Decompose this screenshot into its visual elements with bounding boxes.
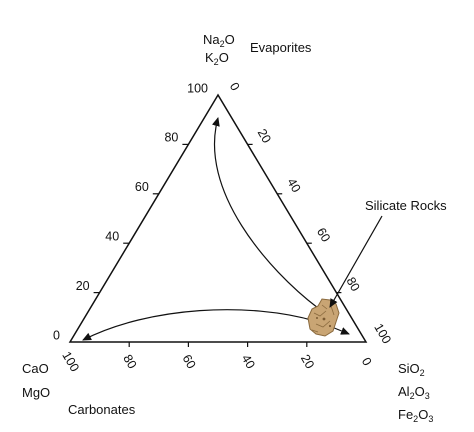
silicate-callout-pointer (329, 215, 383, 308)
silicate-rock-illustration (307, 298, 340, 337)
bottom-edge-tick-label: 100 (59, 349, 82, 374)
bottom-edge-tick-label: 20 (298, 352, 317, 371)
left-edge-tick-label: 100 (187, 81, 208, 95)
apex-top-name: Evaporites (250, 40, 312, 55)
bottom-edge-tick-label: 0 (359, 355, 375, 368)
right-edge-tick-label: 20 (255, 127, 274, 146)
left-edge-tick-label: 20 (76, 279, 90, 293)
left-edge-tick-label: 80 (164, 131, 178, 145)
arrow-to-evaporites (212, 117, 319, 309)
silicate-rocks-label: Silicate Rocks (365, 198, 447, 213)
apex-left-formula-2: MgO (22, 385, 51, 400)
apex-right-formula-3: Fe2O3 (398, 407, 434, 424)
right-edge-tick-label: 80 (343, 275, 362, 294)
apex-top-formula-2: K2O (205, 50, 229, 67)
bottom-edge-tick-label: 40 (239, 352, 258, 371)
tick-labels: 100 80 60 40 20 0 0 20 40 60 80 100 100 80 60 40 20 0 (53, 80, 394, 374)
left-edge-tick-label: 40 (105, 229, 119, 243)
right-edge-tick-label: 100 (371, 321, 394, 346)
bottom-edge-tick-label: 60 (179, 352, 198, 371)
left-edge-tick-label: 60 (135, 180, 149, 194)
arrow-to-carbonates (82, 309, 316, 341)
right-edge-tick-label: 0 (227, 80, 243, 93)
tick-marks (93, 143, 342, 347)
ternary-triangle (68, 93, 368, 343)
apex-right-formula-2: Al2O3 (398, 384, 430, 401)
apex-right-formula-1: SiO2 (398, 361, 425, 378)
apex-left-name: Carbonates (68, 402, 136, 417)
right-edge-tick-label: 60 (314, 225, 333, 244)
apex-left-formula-1: CaO (22, 361, 49, 376)
apex-top-formula-1: Na2O (203, 32, 235, 49)
right-edge-tick-label: 40 (284, 176, 303, 195)
bottom-edge-tick-label: 80 (120, 352, 139, 371)
left-edge-tick-label: 0 (53, 328, 60, 342)
